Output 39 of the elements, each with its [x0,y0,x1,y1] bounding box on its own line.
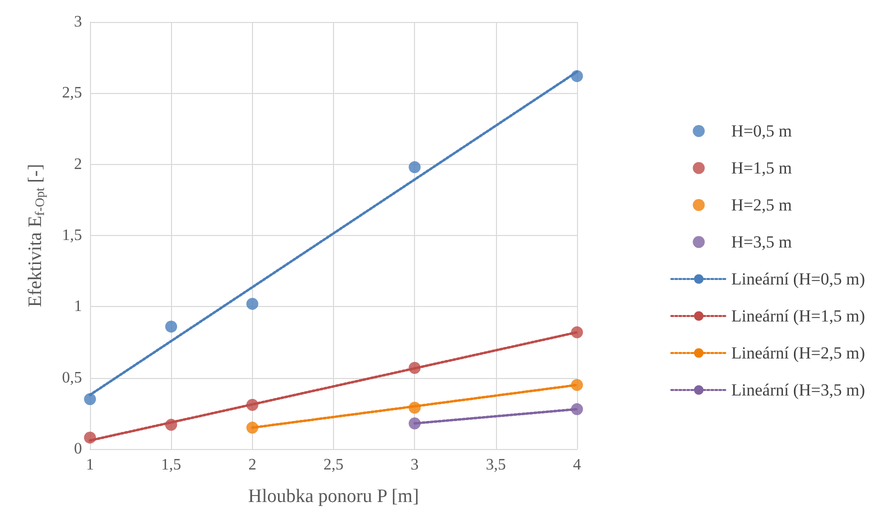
point [408,362,421,374]
point [84,393,96,406]
x-tick-label: 1,5 [161,456,182,474]
point [571,378,583,391]
x-axis-title: Hloubka ponoru P [m] [248,486,419,507]
point [408,161,421,174]
point [246,398,258,411]
y-tick-label: 0,5 [62,369,82,386]
point [408,417,421,430]
point [84,432,96,444]
x-tick-label: 3,5 [486,456,506,474]
x-tick-label: 1 [86,456,94,474]
legend-label: H=0,5 m [731,122,792,140]
y-tick-label: 1,5 [62,227,82,244]
legend-label: Lineární (H=3,5 m) [731,380,866,400]
y-tick-label: 0 [74,440,82,458]
x-tick-label: 2,5 [324,456,344,474]
legend-label: H=2,5 m [731,196,792,214]
y-tick-label: 3 [74,14,82,30]
point [571,326,583,338]
legend-label: H=3,5 m [731,232,792,252]
legend-label: Lineární (H=1,5 m) [731,306,866,326]
point [246,298,258,310]
x-tick-label: 4 [573,456,581,474]
y-tick-label: 2,5 [62,84,82,102]
point [571,70,583,82]
y-tick-label: 2 [74,156,82,173]
x-tick-label: 2 [248,456,256,474]
legend-label: Lineární (H=2,5 m) [731,344,866,362]
point [408,402,421,414]
legend-label: H=1,5 m [731,158,792,178]
x-tick-label: 3 [410,456,419,474]
point [165,320,178,333]
y-tick-label: 1 [74,298,82,316]
point [165,418,178,431]
y-axis-title: Efektivita Ef-Opt [-] [25,164,47,308]
point [246,422,258,434]
point [571,403,583,416]
legend-label: Lineární (H=0,5 m) [731,270,866,288]
